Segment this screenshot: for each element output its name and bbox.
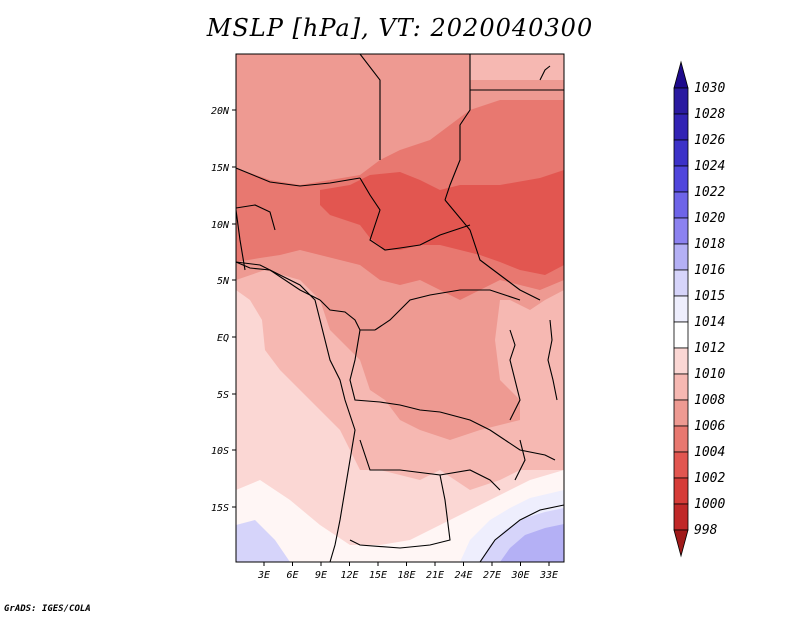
lat-label: 10N bbox=[211, 220, 230, 231]
colorbar-swatch bbox=[673, 269, 689, 297]
colorbar-swatch bbox=[673, 321, 689, 349]
map-frame bbox=[235, 53, 565, 563]
country-boundaries bbox=[236, 54, 564, 562]
colorbar-label: 1012 bbox=[694, 341, 725, 356]
colorbar-label: 1008 bbox=[694, 393, 725, 408]
lat-label: 10S bbox=[211, 446, 229, 457]
colorbar-swatch bbox=[673, 529, 689, 558]
colorbar-label: 1010 bbox=[694, 367, 725, 382]
mslp-1004-area bbox=[320, 170, 564, 275]
colorbar-swatch bbox=[673, 139, 689, 167]
colorbar-label: 1020 bbox=[694, 211, 725, 226]
colorbar-label: 1028 bbox=[694, 107, 725, 122]
colorbar-label: 1006 bbox=[694, 419, 725, 434]
colorbar-label: 1026 bbox=[694, 133, 725, 148]
colorbar-swatch bbox=[673, 477, 689, 505]
colorbar-swatch bbox=[673, 191, 689, 219]
lat-label: 15N bbox=[211, 163, 230, 174]
lon-label: 6E bbox=[286, 570, 298, 581]
colorbar-label: 998 bbox=[694, 523, 718, 538]
colorbar-label: 1024 bbox=[694, 159, 725, 174]
lon-label: 3E bbox=[257, 570, 270, 581]
colorbar-swatch bbox=[673, 503, 689, 531]
lon-label: 27E bbox=[483, 570, 501, 581]
colorbar-label: 1022 bbox=[694, 185, 725, 200]
colorbar-swatch bbox=[673, 399, 689, 427]
colorbar-swatch bbox=[673, 87, 689, 115]
colorbar-swatch bbox=[673, 425, 689, 453]
lat-label: 5N bbox=[217, 276, 230, 287]
lon-label: 30E bbox=[510, 570, 529, 581]
colorbar-swatch bbox=[673, 113, 689, 141]
grads-credit: GrADS: IGES/COLA bbox=[4, 604, 91, 614]
colorbar-label: 1002 bbox=[694, 471, 725, 486]
colorbar-label: 1018 bbox=[694, 237, 725, 252]
colorbar-label: 1014 bbox=[694, 315, 725, 330]
colorbar-swatch bbox=[673, 373, 689, 401]
colorbar-swatch bbox=[673, 165, 689, 193]
colorbar-swatch bbox=[673, 217, 689, 245]
lon-label: 24E bbox=[454, 570, 472, 581]
mslp-1018-area bbox=[500, 524, 564, 562]
colorbar-swatch bbox=[673, 243, 689, 271]
pressure-field bbox=[236, 54, 564, 562]
lon-label: 33E bbox=[539, 570, 558, 581]
colorbar-swatch bbox=[673, 451, 689, 479]
lon-label: 15E bbox=[369, 570, 387, 581]
colorbar-label: 1030 bbox=[694, 81, 725, 96]
lat-label: 20N bbox=[211, 106, 230, 117]
lat-label: EQ bbox=[217, 333, 229, 344]
colorbar-swatch bbox=[673, 347, 689, 375]
lon-label: 18E bbox=[397, 570, 415, 581]
lat-label: 5S bbox=[217, 390, 229, 401]
longitude-axis: 3E 6E 9E 12E 15E 18E 21E 24E 27E 30E 33E bbox=[257, 562, 558, 581]
lon-label: 12E bbox=[340, 570, 358, 581]
colorbar-label: 1004 bbox=[694, 445, 725, 460]
colorbar-label: 1000 bbox=[694, 497, 725, 512]
latitude-axis: 20N 15N 10N 5N EQ 5S 10S 15S bbox=[211, 106, 236, 514]
colorbar: 1030 1028 1026 1024 1022 1020 1018 1016 1015 1014… bbox=[673, 60, 725, 558]
map-title: MSLP [hPa], VT: 2020040300 bbox=[206, 14, 594, 42]
colorbar-label: 1016 bbox=[694, 263, 725, 278]
lon-label: 21E bbox=[426, 570, 444, 581]
colorbar-swatch bbox=[673, 295, 689, 323]
colorbar-swatch bbox=[673, 60, 689, 89]
lat-label: 15S bbox=[211, 503, 229, 514]
lon-label: 9E bbox=[315, 570, 327, 581]
colorbar-label: 1015 bbox=[694, 289, 725, 304]
